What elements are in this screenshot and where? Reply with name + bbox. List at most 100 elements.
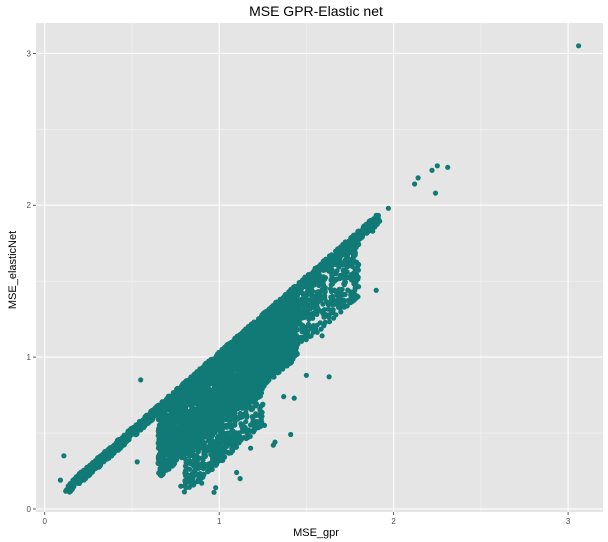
data-point [201, 451, 207, 457]
data-point [232, 365, 238, 371]
data-point [173, 390, 179, 396]
data-point [213, 419, 219, 425]
data-point [206, 370, 212, 377]
data-point [184, 393, 190, 399]
data-point [211, 439, 217, 445]
data-point [257, 412, 263, 418]
data-point [249, 406, 256, 412]
data-point [245, 394, 251, 400]
data-point [223, 439, 229, 445]
data-point [222, 362, 228, 368]
data-point [221, 424, 227, 430]
data-point [254, 419, 261, 425]
data-point [236, 430, 242, 436]
data-point [282, 361, 288, 367]
data-point [155, 416, 162, 423]
data-point [175, 449, 181, 455]
data-point [142, 414, 148, 421]
data-point [164, 405, 170, 411]
data-point [348, 235, 354, 241]
data-point [363, 222, 369, 228]
data-point [203, 397, 209, 403]
data-point [202, 371, 208, 377]
data-point [220, 356, 226, 362]
data-point [224, 366, 230, 373]
data-point [248, 325, 254, 331]
data-point [165, 412, 171, 419]
data-point [206, 408, 212, 415]
data-point [236, 347, 242, 353]
data-point [162, 435, 168, 441]
data-point [229, 389, 236, 395]
data-point [243, 350, 249, 356]
data-point [232, 412, 238, 418]
data-point [172, 413, 178, 420]
data-point [180, 389, 186, 396]
data-point [245, 330, 251, 337]
data-point [155, 454, 161, 460]
data-point [198, 409, 204, 415]
data-point [239, 378, 245, 384]
data-point [168, 461, 174, 467]
major-gridlines [36, 23, 603, 512]
data-point [162, 464, 168, 470]
data-point [210, 432, 216, 439]
data-point [192, 380, 199, 386]
data-point [145, 419, 151, 426]
data-point [182, 478, 188, 484]
data-point [170, 422, 176, 428]
data-point [229, 442, 235, 448]
data-point [182, 456, 188, 462]
data-point [178, 434, 184, 440]
data-point [159, 471, 165, 477]
data-point [158, 464, 164, 470]
data-point [243, 419, 249, 425]
data-point [193, 416, 199, 422]
data-point [179, 395, 185, 401]
data-point [220, 406, 226, 412]
data-point [184, 435, 190, 441]
data-point [86, 472, 92, 478]
data-point [171, 417, 177, 424]
data-point [184, 387, 190, 393]
data-point [182, 423, 188, 429]
data-point [136, 421, 142, 428]
data-point [250, 399, 256, 405]
data-point [183, 485, 189, 491]
data-point [203, 365, 209, 371]
data-point [265, 377, 271, 383]
data-point [183, 403, 189, 409]
data-point [231, 435, 237, 442]
data-point [161, 417, 167, 423]
data-point [211, 424, 217, 430]
data-point [107, 445, 113, 451]
data-point [198, 438, 205, 444]
data-point [219, 395, 225, 401]
data-point [167, 441, 173, 447]
data-point [168, 430, 174, 436]
data-point [214, 457, 220, 463]
data-point [100, 451, 106, 457]
data-point [250, 386, 256, 392]
data-point [207, 421, 213, 427]
data-point [161, 428, 167, 434]
data-point [224, 443, 230, 449]
data-point [245, 386, 251, 392]
data-point [190, 405, 196, 411]
data-point [190, 448, 196, 454]
data-point [243, 401, 249, 407]
data-point [193, 394, 199, 400]
data-point [213, 383, 219, 389]
data-point [360, 225, 366, 231]
data-point [209, 379, 215, 385]
data-point [334, 248, 340, 254]
data-point [192, 458, 198, 465]
data-point [204, 380, 210, 386]
data-point [276, 369, 282, 375]
data-point [221, 415, 227, 421]
data-point [186, 459, 192, 465]
data-point [95, 458, 101, 464]
data-point [229, 429, 235, 435]
data-point [121, 436, 127, 442]
data-point [189, 444, 195, 450]
